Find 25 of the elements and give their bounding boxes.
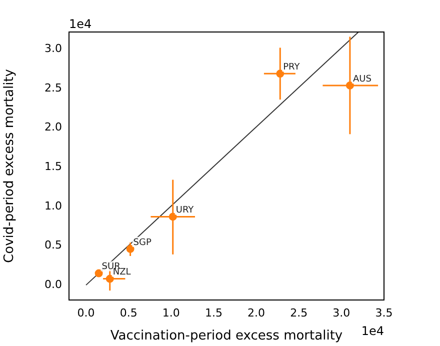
y-tick-label: 1.5 (44, 160, 62, 174)
x-tick-label: 2.0 (248, 306, 266, 320)
text: 1e4 (69, 17, 92, 32)
x-axis-title: Vaccination-period excess mortality (110, 328, 343, 344)
y-tick-label: 1.0 (44, 199, 62, 212)
annotation: PRY (283, 62, 300, 72)
y-tick-label: 2.5 (44, 81, 62, 94)
annotation: SGP (133, 238, 152, 248)
x-tick-label: 3.5 (375, 306, 393, 320)
annotation: NZL (112, 268, 131, 278)
x-tick-label: 0.0 (77, 306, 95, 320)
annotation: URY (176, 206, 194, 216)
y-tick-label: 0.5 (44, 238, 62, 252)
x-tick-label: 3.0 (332, 306, 350, 320)
annotation: AUS (352, 74, 372, 84)
point (94, 269, 103, 278)
x-tick-label: 2.5 (290, 306, 308, 320)
x-tick-label: 0.5 (120, 306, 138, 320)
y-axis-title: Covid-period excess mortality (2, 68, 18, 263)
y-tick-label: 2.0 (44, 120, 62, 134)
y-tick-label: 3.0 (44, 42, 62, 56)
x-tick-label: 1.0 (162, 306, 180, 320)
x-tick-label: 1.5 (204, 306, 222, 320)
y-tick-label: 0.0 (44, 278, 62, 291)
text: 1e4 (361, 324, 384, 338)
